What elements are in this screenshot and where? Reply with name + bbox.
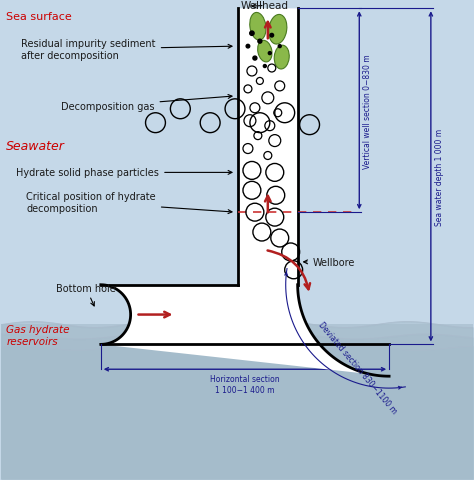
Text: Wellhead: Wellhead [241,1,289,12]
Circle shape [264,65,266,68]
Text: Residual impurity sediment
after decomposition: Residual impurity sediment after decompo… [21,39,232,61]
Text: Sea surface: Sea surface [6,12,72,22]
Ellipse shape [269,15,287,45]
Polygon shape [101,9,389,376]
Polygon shape [1,325,473,479]
Text: Gas hydrate
reservoirs: Gas hydrate reservoirs [6,325,70,347]
Text: Wellbore: Wellbore [304,257,355,267]
Text: Seawater: Seawater [6,140,65,153]
Text: Horizontal section
1 100−1 400 m: Horizontal section 1 100−1 400 m [210,374,280,394]
Circle shape [246,45,250,49]
Circle shape [250,32,254,36]
Text: Hydrate solid phase particles: Hydrate solid phase particles [16,168,232,178]
Ellipse shape [274,46,289,70]
Text: Deviated section 830−1100 m: Deviated section 830−1100 m [317,320,399,415]
Text: Sea water depth 1 000 m: Sea water depth 1 000 m [435,129,444,226]
Text: Bottom hole: Bottom hole [56,283,116,306]
Ellipse shape [258,41,272,63]
Circle shape [268,52,271,56]
Text: Critical position of hydrate
decomposition: Critical position of hydrate decompositi… [26,192,232,214]
Circle shape [278,46,281,48]
Text: Vertical well section 0−830 m: Vertical well section 0−830 m [363,54,372,168]
Text: Decomposition gas: Decomposition gas [61,96,232,111]
Circle shape [270,35,273,38]
Circle shape [253,57,257,61]
Ellipse shape [250,13,266,41]
Circle shape [258,40,262,44]
